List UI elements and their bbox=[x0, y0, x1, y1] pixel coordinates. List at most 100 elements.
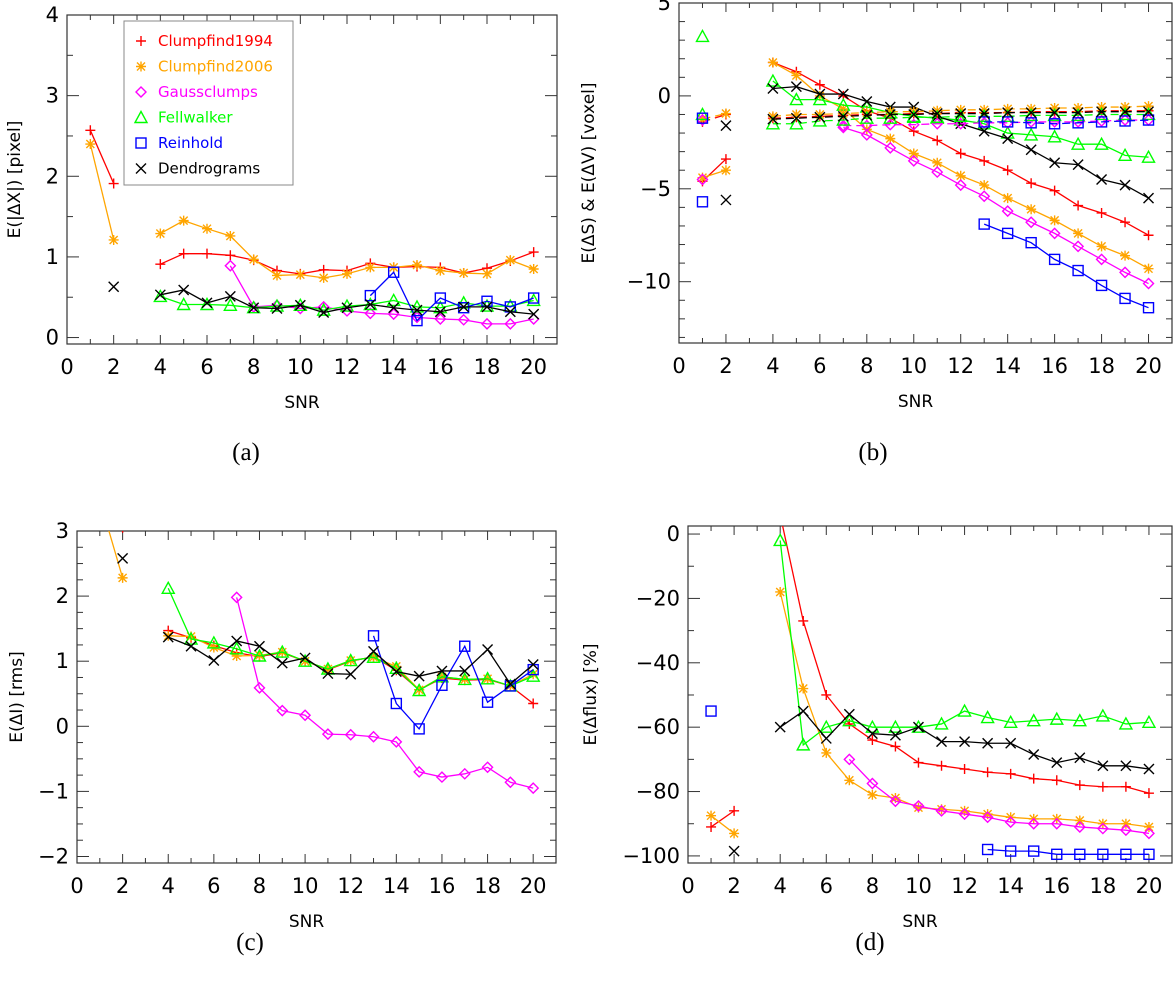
asterisk-marker bbox=[982, 809, 993, 820]
cross-marker bbox=[162, 631, 174, 643]
diamond-marker bbox=[1025, 216, 1038, 229]
series-fellwalker bbox=[161, 580, 541, 697]
plus-marker bbox=[1143, 788, 1154, 799]
asterisk-marker bbox=[908, 148, 919, 159]
x-tick-label: 6 bbox=[207, 874, 220, 898]
plus-marker bbox=[1097, 781, 1108, 792]
asterisk-marker bbox=[729, 828, 740, 839]
x-tick-label: 20 bbox=[1135, 354, 1162, 378]
cross-marker bbox=[1002, 133, 1014, 145]
plus-marker bbox=[913, 757, 924, 768]
cross-marker bbox=[318, 307, 330, 319]
diamond-marker bbox=[230, 591, 243, 604]
asterisk-marker bbox=[1143, 101, 1154, 112]
plus-marker bbox=[798, 615, 809, 626]
series-line bbox=[702, 169, 727, 179]
legend: Clumpfind1994 Clumpfind2006 Gaussclumps Fel… bbox=[123, 20, 294, 186]
square-marker bbox=[1051, 848, 1063, 861]
series-group bbox=[705, 526, 1157, 861]
triangle-marker bbox=[773, 533, 788, 547]
triangle-marker bbox=[934, 716, 949, 730]
x-tick-label: 16 bbox=[427, 355, 454, 379]
triangle-marker bbox=[1072, 713, 1087, 727]
diamond-marker bbox=[413, 765, 426, 778]
plus-marker bbox=[1120, 217, 1131, 228]
series-fellwalker bbox=[695, 28, 1156, 163]
y-tick-label: 0 bbox=[667, 522, 680, 546]
cross-marker bbox=[931, 108, 943, 120]
cross-marker bbox=[814, 111, 826, 123]
square-marker bbox=[1143, 848, 1155, 861]
y-tick-label: 3 bbox=[56, 519, 69, 543]
cross-marker bbox=[108, 281, 120, 293]
triangle-marker bbox=[865, 719, 880, 733]
asterisk-marker bbox=[95, 495, 105, 505]
diamond-marker bbox=[931, 166, 944, 179]
square-marker bbox=[705, 705, 717, 717]
y-tick-label: −100 bbox=[622, 844, 680, 868]
asterisk-marker bbox=[272, 270, 282, 281]
asterisk-marker bbox=[1120, 818, 1131, 829]
diamond-marker bbox=[912, 800, 925, 813]
cross-marker bbox=[1051, 757, 1063, 769]
asterisk-marker bbox=[248, 254, 259, 265]
asterisk-marker bbox=[391, 661, 402, 672]
plus-marker bbox=[85, 125, 96, 136]
square-marker bbox=[978, 116, 990, 128]
diamond-marker bbox=[435, 771, 448, 784]
asterisk-marker bbox=[775, 586, 786, 597]
x-tick-label: 12 bbox=[951, 874, 978, 898]
chart-panel-b: 0 2 4 6 8 10 12 14 16 18 20 5 0 −5 −10 SNR E(ΔS) & E(ΔV)… bbox=[579, 0, 1173, 466]
plot-frame bbox=[687, 525, 1173, 864]
cross-marker bbox=[1025, 144, 1037, 156]
cross-marker bbox=[185, 640, 197, 652]
cross-marker bbox=[1049, 107, 1061, 119]
legend-item: Clumpfind1994 bbox=[136, 32, 273, 50]
square-marker bbox=[1048, 253, 1061, 266]
triangle-marker bbox=[1141, 714, 1157, 729]
x-tick-label: 4 bbox=[766, 354, 779, 378]
plus-marker bbox=[1073, 200, 1084, 211]
diamond-marker bbox=[1050, 817, 1063, 830]
diamond-marker bbox=[696, 173, 709, 186]
x-tick-label: 0 bbox=[672, 354, 685, 378]
series-line bbox=[781, 526, 1150, 794]
x-tick-label: 16 bbox=[1041, 354, 1068, 378]
series-line bbox=[987, 848, 1149, 855]
asterisk-marker bbox=[1026, 204, 1037, 215]
diamond-marker bbox=[860, 119, 873, 132]
plus-marker bbox=[1005, 768, 1016, 779]
chart-panel-d: 0 2 4 6 8 10 12 14 16 18 20 0 −20 −40 −60 −80 −100 SNR E(Δ… bbox=[581, 522, 1173, 956]
diamond-marker bbox=[276, 704, 289, 717]
triangle-marker bbox=[789, 92, 804, 106]
x-tick-label: 10 bbox=[900, 354, 927, 378]
diamond-marker bbox=[458, 767, 471, 780]
plus-marker bbox=[225, 250, 236, 261]
cross-marker bbox=[276, 657, 288, 669]
cross-marker bbox=[271, 303, 283, 315]
plus-marker bbox=[1028, 773, 1039, 784]
asterisk-marker bbox=[435, 265, 446, 276]
cross-marker bbox=[814, 88, 826, 100]
cross-marker bbox=[1096, 106, 1108, 118]
series-line bbox=[984, 119, 1149, 125]
square-marker bbox=[481, 696, 494, 708]
legend-label: Gaussclumps bbox=[158, 83, 258, 101]
cross-marker bbox=[1119, 106, 1131, 118]
series-reinhold bbox=[705, 705, 1155, 861]
square-marker bbox=[1028, 845, 1040, 857]
plus-marker bbox=[155, 259, 166, 270]
asterisk-marker bbox=[505, 255, 516, 266]
triangle-marker bbox=[953, 112, 968, 126]
triangle-marker bbox=[366, 649, 381, 663]
triangle-marker bbox=[133, 110, 149, 124]
diamond-marker bbox=[1119, 266, 1132, 279]
plus-marker bbox=[979, 155, 990, 166]
asterisk-marker bbox=[767, 57, 778, 68]
plus-marker bbox=[178, 248, 189, 259]
diamond-marker bbox=[321, 728, 334, 741]
cross-marker bbox=[1072, 159, 1084, 171]
cross-marker bbox=[790, 112, 802, 124]
cross-marker bbox=[364, 298, 376, 310]
